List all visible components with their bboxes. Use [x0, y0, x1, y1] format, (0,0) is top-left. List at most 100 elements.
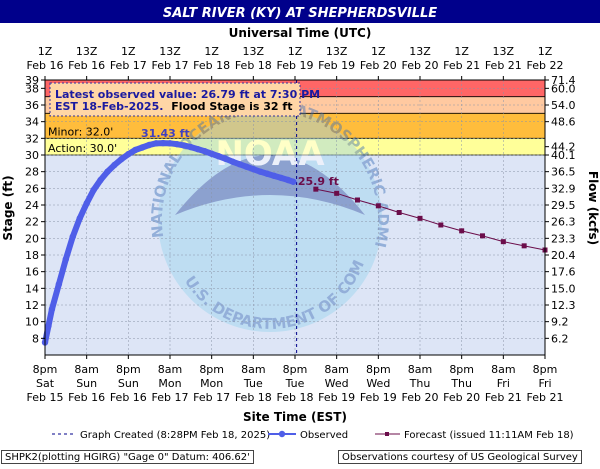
observed-point: [215, 153, 222, 160]
observed-point: [118, 155, 125, 163]
bottom-tick-time: 8am: [491, 363, 515, 376]
y2-tick-label: 9.2: [551, 316, 569, 329]
y-tick-label: 18: [25, 249, 39, 262]
forecast-line: [315, 188, 546, 251]
top-tick-date: Feb 21: [485, 59, 522, 72]
y-tick-label: 16: [25, 266, 39, 279]
title-bar: [0, 0, 600, 23]
bottom-tick-time: 8pm: [283, 363, 308, 376]
observed-point: [132, 146, 139, 154]
observed-point: [173, 140, 181, 148]
info-line-2: EST 18-Feb-2025. Flood Stage is 32 ft: [55, 100, 292, 113]
bottom-tick-date: Feb 17: [193, 391, 230, 404]
bottom-tick-time: 8am: [324, 363, 348, 376]
info-line-2b: Flood Stage is 32 ft: [171, 100, 292, 113]
y-tick-label: 34: [25, 116, 39, 129]
top-tick-time: 13Z: [243, 45, 265, 58]
top-tick-time: 1Z: [204, 45, 219, 58]
y2-tick-label: 23.3: [551, 232, 576, 245]
bottom-tick-day: Wed: [325, 377, 349, 390]
y2-tick-label: 54.0: [551, 99, 576, 112]
bottom-tick-time: 8am: [158, 363, 182, 376]
top-tick-date: Feb 22: [527, 59, 564, 72]
bottom-tick-date: Feb 19: [360, 391, 397, 404]
observed-point: [159, 139, 167, 147]
top-tick-date: Feb 16: [27, 59, 64, 72]
observed-point: [201, 148, 208, 155]
bottom-tick-day: Sun: [118, 377, 139, 390]
latest-value-box: Latest observed value: 26.79 ft at 7:30 …: [49, 82, 320, 117]
y-tick-label: 26: [25, 182, 39, 195]
top-tick-date: Feb 16: [68, 59, 105, 72]
forecast-point: [355, 197, 360, 203]
top-tick-date: Feb 17: [152, 59, 189, 72]
bottom-tick-date: Feb 20: [402, 391, 439, 404]
observed-point: [166, 140, 174, 147]
top-tick-time: 1Z: [538, 45, 553, 58]
bottom-tick-time: 8pm: [449, 363, 474, 376]
top-tick-date: Feb 19: [318, 59, 355, 72]
y2-tick-label: 32.9: [551, 182, 576, 195]
top-tick-date: Feb 20: [402, 59, 439, 72]
bottom-tick-day: Tue: [243, 377, 263, 390]
observed-point: [83, 200, 90, 207]
bottom-tick-day: Fri: [538, 377, 551, 390]
noaa-seal-bird: [175, 155, 365, 215]
observed-point: [236, 160, 243, 168]
info-line-2a: EST 18-Feb-2025.: [55, 100, 163, 113]
top-tick-date: Feb 17: [110, 59, 147, 72]
top-tick-date: Feb 19: [277, 59, 314, 72]
top-tick-time: 13Z: [326, 45, 348, 58]
y-tick-label: 39: [25, 74, 39, 87]
bottom-tick-date: Feb 21: [485, 391, 522, 404]
top-tick-date: Feb 18: [235, 59, 272, 72]
forecast-point: [438, 222, 444, 228]
y2-tick-label: 20.4: [551, 249, 576, 262]
observed-point: [277, 174, 285, 182]
forecast-point: [459, 228, 465, 234]
observed-point: [139, 144, 146, 151]
observed-point: [125, 150, 132, 158]
y-tick-label: 10: [25, 316, 39, 329]
top-tick-time: 13Z: [493, 45, 515, 58]
chart-title: SALT RIVER (KY) AT SHEPHERDSVILLE: [163, 6, 437, 21]
bottom-tick-date: Feb 15: [27, 391, 64, 404]
observed-point: [48, 305, 56, 313]
legend-forecast-marker: [385, 432, 389, 436]
y2-axis-ticks: 6.2 9.2 12.3 15.0 17.6 20.4 23.3 26.3 29.5 32.9 36…: [545, 74, 576, 345]
observed-point: [284, 176, 292, 184]
y-axis-label: Stage (ft): [1, 175, 15, 240]
forecast-point: [396, 210, 402, 215]
top-tick-time: 13Z: [409, 45, 431, 58]
y2-tick-label: 36.5: [551, 166, 576, 179]
bottom-tick-date: Feb 21: [527, 391, 564, 404]
bottom-tick-time: 8am: [408, 363, 432, 376]
footer-credit: Observations courtesy of US Geological S…: [338, 450, 582, 464]
bottom-tick-day: Mon: [158, 377, 181, 390]
bottom-tick-day: Sun: [76, 377, 97, 390]
legend: Graph Created (8:28PM Feb 18, 2025) Obse…: [52, 430, 574, 441]
observed-point: [208, 150, 215, 157]
observed-point: [76, 215, 83, 222]
top-tick-time: 13Z: [159, 45, 181, 58]
y2-tick-label: 15.0: [551, 282, 576, 295]
top-tick-time: 1Z: [288, 45, 303, 58]
forecast-point: [521, 243, 527, 249]
observed-point: [270, 172, 278, 180]
observed-point: [104, 168, 111, 175]
info-line-1: Latest observed value: 26.79 ft at 7:30 …: [55, 88, 320, 101]
bottom-tick-time: 8am: [241, 363, 265, 376]
y2-tick-label: 48.6: [551, 116, 576, 129]
observed-point: [152, 140, 160, 147]
forecast-point: [500, 239, 506, 245]
observed-point: [229, 158, 236, 165]
forecast-first-label: 25.9 ft: [298, 175, 339, 188]
observed-point: [264, 170, 271, 177]
noaa-seal-disc: [158, 108, 382, 332]
bottom-tick-day: Thu: [409, 377, 431, 390]
bottom-tick-day: Thu: [450, 377, 472, 390]
